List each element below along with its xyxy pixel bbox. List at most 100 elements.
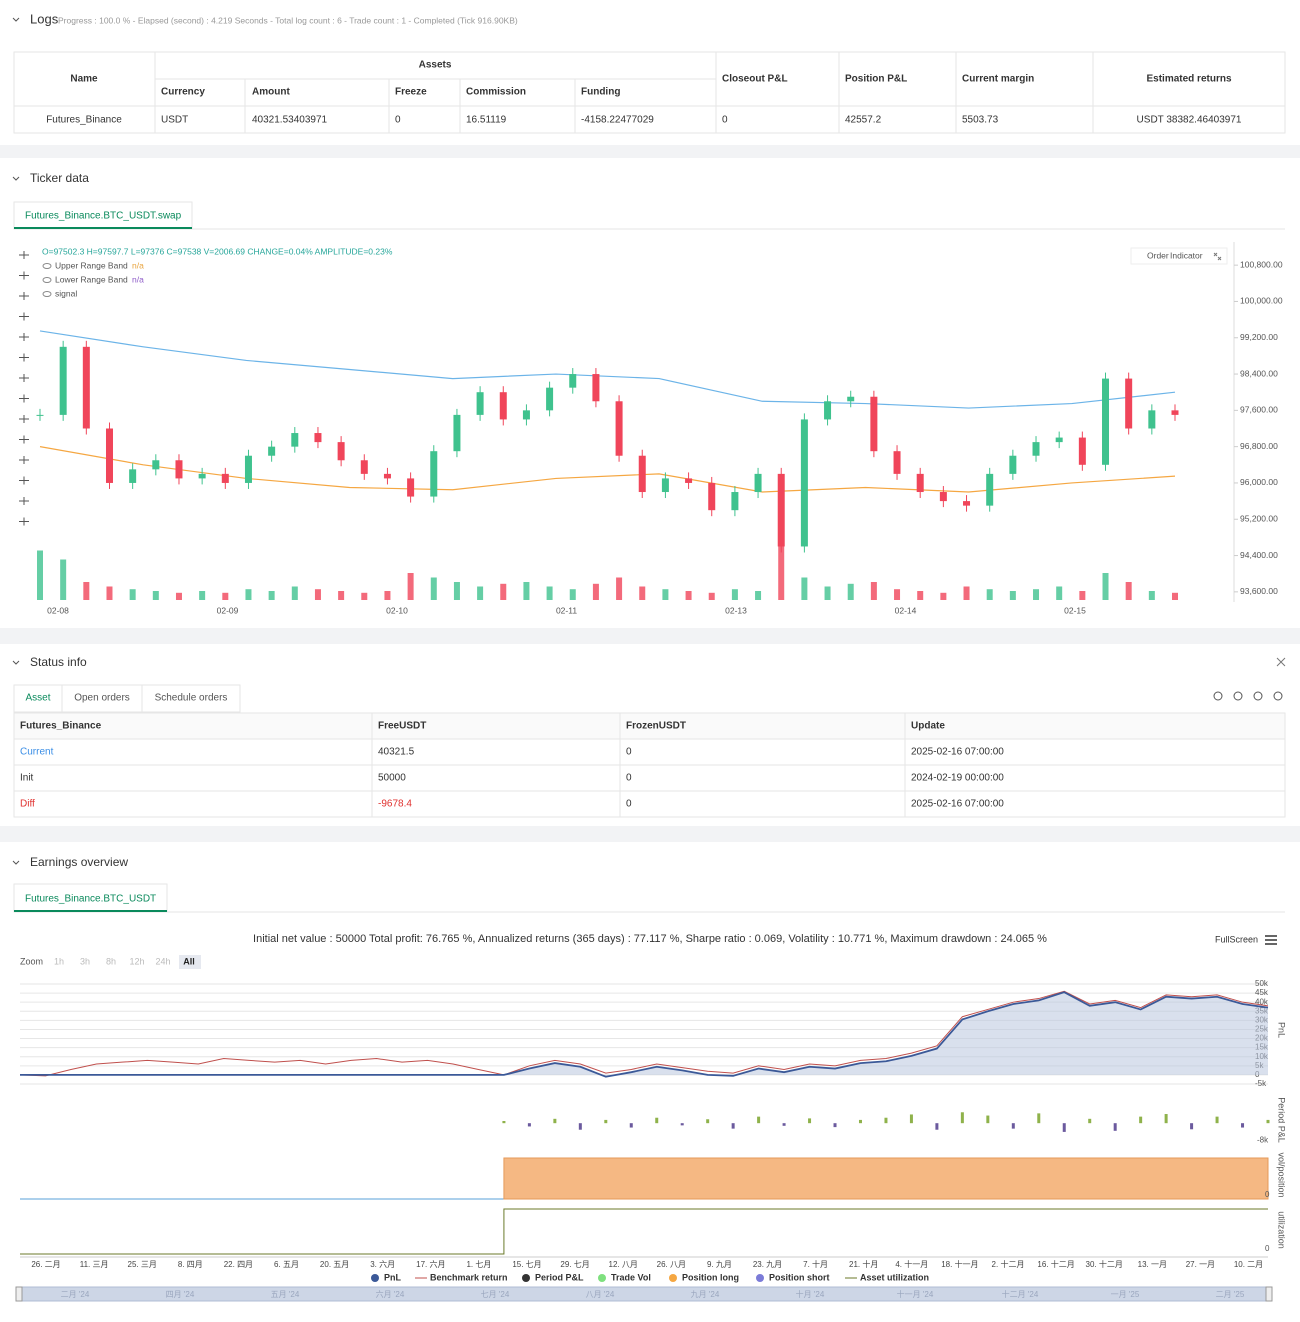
table-cell: 50000 [378, 773, 406, 784]
candle-body [268, 446, 276, 456]
table-cell: 2024-02-19 00:00:00 [911, 773, 1004, 784]
x-tick-label: 23. 九月 [753, 1260, 782, 1269]
eye-icon[interactable] [42, 291, 52, 297]
section-title: Logs [30, 11, 59, 26]
tool-icon[interactable] [19, 353, 29, 362]
volume-bar [1148, 591, 1155, 600]
zoom-button[interactable]: 24h [155, 956, 170, 966]
candle-body [1009, 455, 1017, 474]
volume-bar [1079, 591, 1086, 600]
zoom-button[interactable]: 12h [129, 956, 144, 966]
navigator-label: 十一月 '24 [897, 1289, 934, 1299]
period-bar [1011, 1123, 1015, 1129]
toolbar-icon[interactable] [1233, 691, 1243, 701]
period-bar [884, 1117, 888, 1124]
volume-bar [894, 589, 901, 600]
axis-title: PnL [1277, 1022, 1287, 1038]
legend-label[interactable]: Position short [769, 1272, 830, 1282]
y-tick-label: 0 [1265, 1244, 1270, 1253]
volume-bar [60, 559, 67, 600]
tool-icon[interactable] [19, 456, 29, 464]
candle-body [453, 414, 461, 452]
tab-label[interactable]: Futures_Binance.BTC_USDT.swap [25, 211, 182, 222]
collapse-icon[interactable] [12, 176, 20, 181]
tab-label[interactable]: Open orders [74, 693, 130, 704]
zoom-button[interactable]: 8h [106, 956, 116, 966]
section-gap [0, 145, 1300, 158]
expand-icon[interactable] [1213, 252, 1222, 261]
tool-icon[interactable] [19, 497, 29, 505]
collapse-icon[interactable] [12, 660, 20, 665]
toolbar-icon[interactable] [1273, 691, 1283, 701]
zoom-button[interactable]: All [183, 956, 195, 966]
navigator-label: 五月 '24 [271, 1290, 300, 1299]
section-title: Status info [30, 655, 87, 669]
candle-body [105, 428, 113, 483]
button-label[interactable]: Indicator [1170, 250, 1203, 260]
tab-label[interactable]: Asset [25, 693, 50, 704]
zoom-button[interactable]: 3h [80, 956, 90, 966]
candle-body [939, 492, 947, 502]
legend-label[interactable]: Asset utilization [860, 1272, 929, 1282]
tool-icon[interactable] [19, 476, 29, 485]
legend-label[interactable]: PnL [384, 1272, 402, 1282]
position-area [503, 1157, 1269, 1200]
x-tick-label: 8. 四月 [178, 1260, 203, 1269]
menu-icon[interactable] [1265, 935, 1277, 945]
candle-body [685, 478, 693, 483]
legend-label[interactable]: Period P&L [535, 1272, 584, 1282]
volume-bar [685, 591, 692, 600]
period-bar [858, 1119, 862, 1124]
table-cell: Diff [20, 799, 35, 810]
x-tick-label: 7. 十月 [803, 1259, 828, 1269]
tool-icon[interactable] [19, 435, 29, 444]
legend-label[interactable]: Trade Vol [611, 1272, 651, 1282]
table-header: Freeze [395, 87, 427, 98]
volume-bar [407, 573, 414, 600]
volume-bar [870, 582, 877, 600]
navigator-handle[interactable] [15, 1286, 23, 1302]
table-cell: 0 [395, 115, 401, 126]
tool-icon[interactable] [19, 374, 29, 382]
x-tick-label: 17. 六月 [416, 1259, 445, 1269]
tool-icon[interactable] [19, 517, 29, 526]
toolbar-icon[interactable] [1253, 691, 1263, 701]
legend-label[interactable]: Benchmark return [430, 1272, 508, 1282]
legend-label[interactable]: Position long [682, 1272, 739, 1282]
eye-icon[interactable] [42, 263, 52, 269]
toolbar-icon[interactable] [1213, 691, 1223, 701]
collapse-icon[interactable] [12, 860, 20, 865]
collapse-icon[interactable] [12, 17, 20, 22]
zoom-button[interactable]: 1h [54, 956, 64, 966]
volume-bar [222, 592, 229, 600]
fullscreen-button[interactable]: FullScreen [1215, 934, 1258, 944]
tool-icon[interactable] [19, 251, 29, 259]
tool-icon[interactable] [19, 271, 29, 280]
navigator-label: 十月 '24 [796, 1289, 825, 1299]
volume-bar [847, 583, 854, 600]
navigator-label: 七月 '24 [481, 1290, 510, 1299]
tool-icon[interactable] [19, 394, 29, 403]
tab-label[interactable]: Schedule orders [155, 693, 228, 704]
candle-body [430, 451, 438, 497]
tab-label[interactable]: Futures_Binance.BTC_USDT [25, 894, 156, 905]
tool-icon[interactable] [19, 292, 29, 300]
volume-bar [361, 592, 368, 600]
eye-icon[interactable] [42, 277, 52, 283]
collapse-icon[interactable] [1276, 657, 1286, 667]
y-tick-label: 93,600.00 [1240, 586, 1278, 596]
navigator-handle[interactable] [1265, 1286, 1273, 1302]
tool-icon[interactable] [19, 312, 29, 321]
tool-icon[interactable] [19, 415, 29, 423]
button-label[interactable]: Order [1147, 250, 1169, 260]
y-tick-label: 97,600.00 [1240, 405, 1278, 415]
table-header: FrozenUSDT [626, 721, 686, 732]
x-tick-label: 22. 四月 [224, 1260, 253, 1269]
candle-body [638, 455, 646, 493]
x-tick-label: 15. 七月 [512, 1260, 541, 1269]
x-tick-label: 2. 十二月 [992, 1259, 1025, 1269]
y-tick-label: 99,200.00 [1240, 332, 1278, 342]
section-title: Earnings overview [30, 855, 128, 869]
tool-icon[interactable] [19, 333, 29, 341]
navigator-label: 二月 '24 [61, 1290, 90, 1299]
